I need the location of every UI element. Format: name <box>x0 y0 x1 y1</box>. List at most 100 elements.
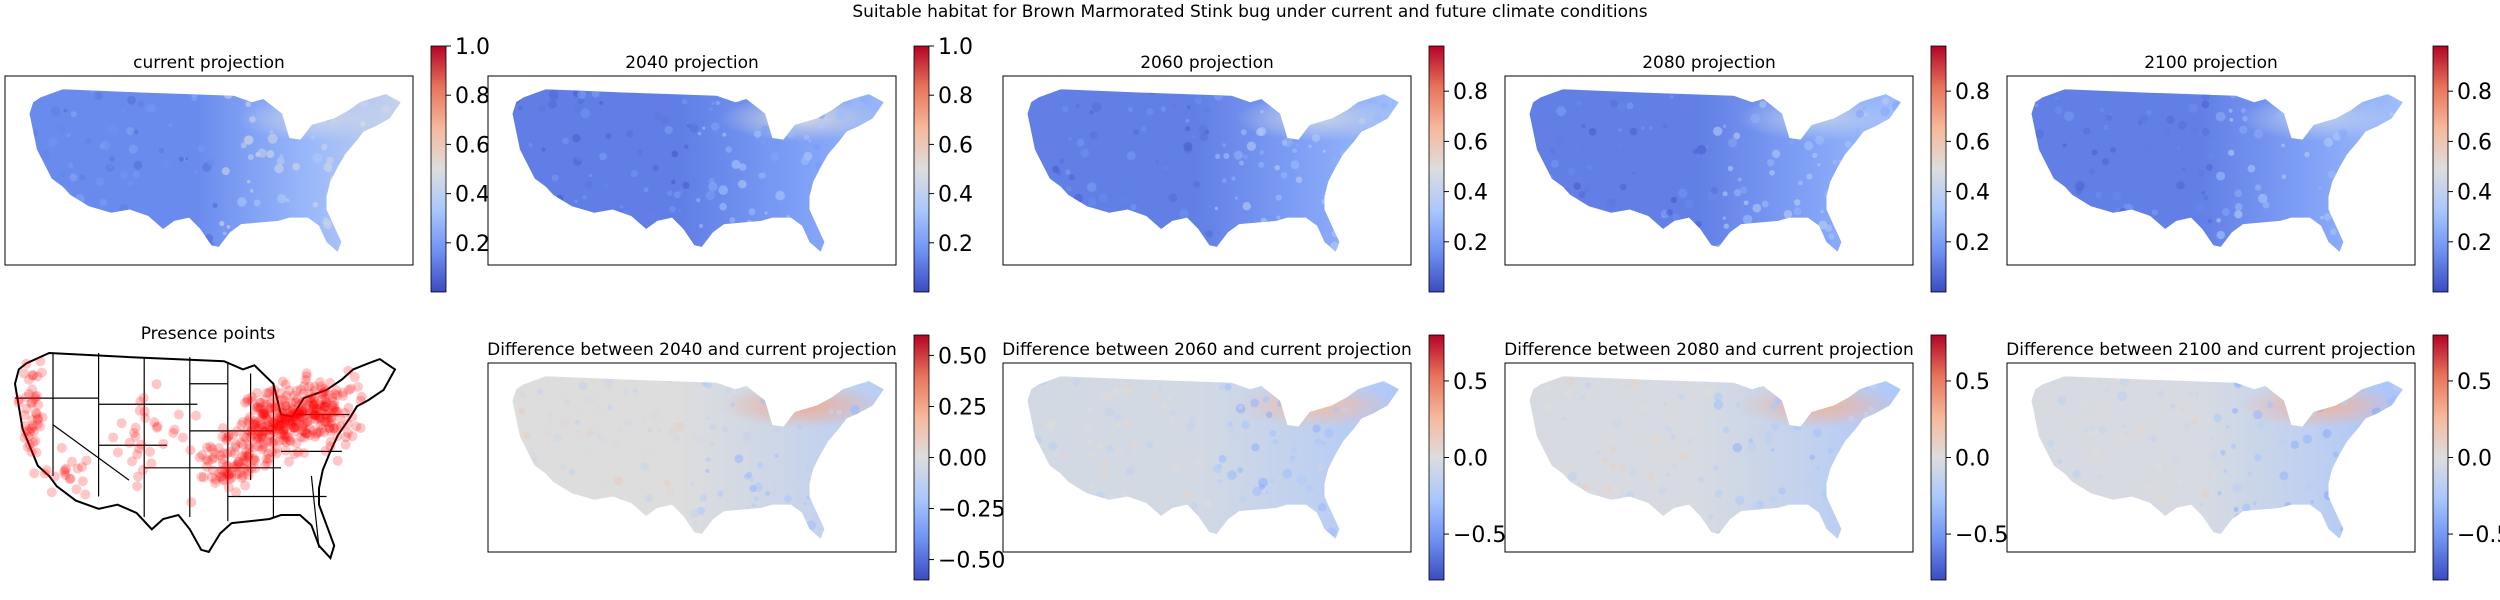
map-cell <box>1251 443 1260 452</box>
map-cell <box>2051 407 2057 413</box>
presence-point <box>259 404 270 415</box>
map-cell <box>1165 147 1174 155</box>
presence-point <box>124 437 135 448</box>
map-cell <box>162 161 172 170</box>
map-cell <box>1358 117 1366 125</box>
map-cell <box>2323 137 2334 148</box>
presence-point <box>268 437 279 448</box>
presence-point <box>269 426 280 437</box>
presence-point <box>332 455 343 466</box>
map-cell <box>2097 425 2107 435</box>
presence-point <box>27 384 38 395</box>
presence-point <box>310 431 321 442</box>
map-cell <box>2304 482 2313 491</box>
presence-point <box>261 419 272 430</box>
map-cell <box>84 137 92 145</box>
map-cell <box>2332 451 2339 458</box>
map-cell <box>575 153 584 162</box>
map-cell <box>1217 479 1222 484</box>
map-cell <box>1312 424 1321 433</box>
presence-point <box>289 411 300 422</box>
map-cell <box>696 383 701 388</box>
presence-point <box>260 422 271 433</box>
map-cell <box>1722 216 1727 220</box>
map-cell <box>1127 106 1134 113</box>
map-cell <box>717 490 724 498</box>
map-cell <box>715 100 721 106</box>
presence-point <box>217 465 228 476</box>
map-cell <box>2082 427 2089 434</box>
map-cell <box>1143 409 1148 414</box>
presence-point <box>331 406 342 417</box>
map-cell <box>2233 506 2239 512</box>
map-cell <box>1296 475 1307 486</box>
map-cell <box>760 172 767 179</box>
map-cell <box>674 421 685 432</box>
presence-point <box>230 442 241 453</box>
presence-point <box>337 390 348 401</box>
presence-point <box>191 410 202 421</box>
presence-point <box>330 406 341 417</box>
map-cell <box>537 388 544 395</box>
panel-title: Difference between 2100 and current proj… <box>2006 340 2416 360</box>
map-cell <box>59 171 66 178</box>
map-cell <box>1246 141 1257 151</box>
map-cell <box>1085 438 1092 445</box>
map-cell <box>574 199 578 204</box>
map-cell <box>577 89 587 99</box>
map-cell <box>1618 128 1623 132</box>
map-cell <box>1828 233 1835 240</box>
map-cell <box>813 143 821 151</box>
colorbar-gradient <box>1428 334 1445 581</box>
presence-point <box>129 428 140 439</box>
presence-point <box>351 421 362 432</box>
colorbar-gradient <box>2432 334 2449 581</box>
presence-point <box>277 416 288 427</box>
map-cell <box>1761 200 1769 208</box>
presence-point <box>284 385 295 396</box>
presence-point <box>27 414 38 425</box>
presence-point <box>293 417 304 428</box>
presence-point <box>197 450 208 461</box>
map-cell <box>1295 143 1299 147</box>
map-cell <box>2210 452 2219 461</box>
presence-point <box>312 403 323 414</box>
map-cell <box>686 123 692 128</box>
map-cell <box>1322 149 1326 153</box>
presence-point <box>257 408 268 419</box>
presence-point <box>255 398 266 409</box>
map-cell <box>1567 167 1576 175</box>
presence-point <box>267 421 278 432</box>
map-cell <box>126 126 135 136</box>
presence-point <box>261 453 272 464</box>
map-cell <box>775 434 779 438</box>
map-cell <box>1199 133 1208 142</box>
map-cell <box>1641 126 1645 130</box>
map-cell <box>1652 434 1662 444</box>
map-cell <box>2257 193 2268 204</box>
map-cell <box>803 134 810 140</box>
map-cell <box>753 130 762 138</box>
presence-point <box>220 466 231 477</box>
presence-point <box>237 439 248 450</box>
map-cell <box>1677 188 1688 199</box>
map-cell <box>2302 434 2312 444</box>
colorbar-tick-label: 0.6 <box>1955 130 1990 155</box>
map-cell <box>1713 465 1719 471</box>
map-cell <box>1185 126 1191 132</box>
map-cell <box>1793 207 1802 216</box>
presence-point <box>252 418 263 429</box>
presence-point <box>355 422 366 433</box>
map-cell <box>697 131 702 136</box>
presence-point <box>302 416 313 427</box>
map-cell <box>746 471 753 478</box>
presence-point <box>326 413 337 424</box>
map-cell <box>783 495 792 503</box>
presence-point <box>280 429 291 440</box>
map-cell <box>1192 134 1196 139</box>
presence-point <box>242 425 253 436</box>
map-cell <box>640 462 650 472</box>
presence-point <box>31 447 42 458</box>
presence-point <box>286 410 297 421</box>
